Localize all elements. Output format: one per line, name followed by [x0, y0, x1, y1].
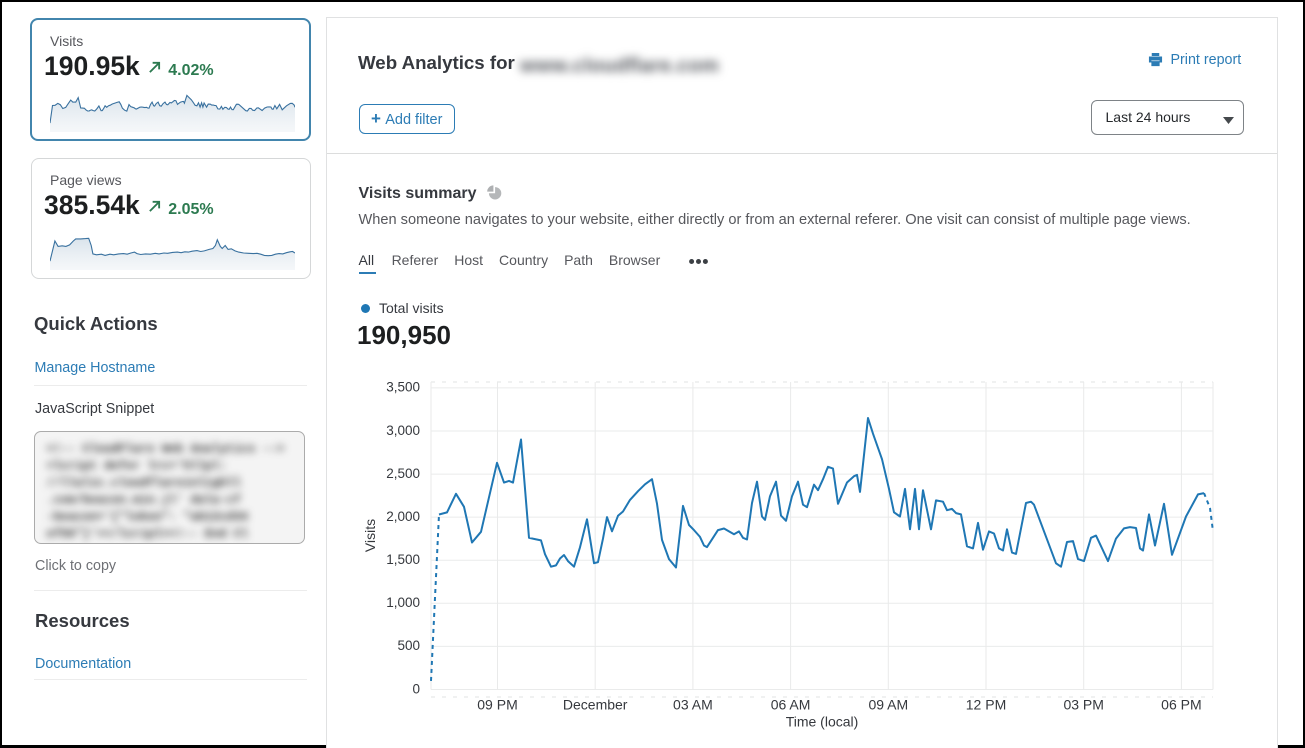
svg-text:500: 500 [397, 638, 420, 653]
svg-text:3,000: 3,000 [386, 422, 420, 437]
svg-text:03 AM: 03 AM [673, 696, 713, 712]
svg-text:2,000: 2,000 [386, 508, 420, 523]
svg-text:0: 0 [412, 681, 420, 696]
svg-text:1,500: 1,500 [386, 552, 420, 567]
svg-text:2,500: 2,500 [386, 465, 420, 480]
svg-text:03 PM: 03 PM [1063, 696, 1103, 712]
svg-text:12 PM: 12 PM [966, 696, 1006, 712]
svg-text:09 AM: 09 AM [868, 696, 908, 712]
svg-text:December: December [563, 696, 628, 712]
svg-text:09 PM: 09 PM [477, 696, 517, 712]
svg-text:Time (local): Time (local) [786, 713, 859, 729]
svg-text:1,000: 1,000 [386, 595, 420, 610]
svg-text:Visits: Visits [362, 518, 378, 551]
svg-text:06 AM: 06 AM [771, 696, 811, 712]
svg-text:3,500: 3,500 [386, 379, 420, 394]
svg-text:06 PM: 06 PM [1161, 696, 1201, 712]
